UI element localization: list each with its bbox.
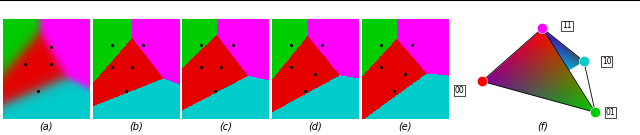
Point (590, 111, 600, 113)
Text: 11: 11 (562, 21, 572, 30)
Text: 10: 10 (602, 57, 611, 66)
Text: (d): (d) (308, 121, 322, 131)
Text: 00: 00 (454, 86, 464, 95)
Text: (c): (c) (219, 121, 232, 131)
Point (538, 27, 548, 29)
Text: (e): (e) (398, 121, 412, 131)
Text: 01: 01 (605, 108, 615, 117)
Text: (a): (a) (40, 121, 53, 131)
Point (579, 60, 589, 62)
Text: (f): (f) (537, 121, 548, 131)
Point (477, 80, 487, 82)
Text: (b): (b) (129, 121, 143, 131)
